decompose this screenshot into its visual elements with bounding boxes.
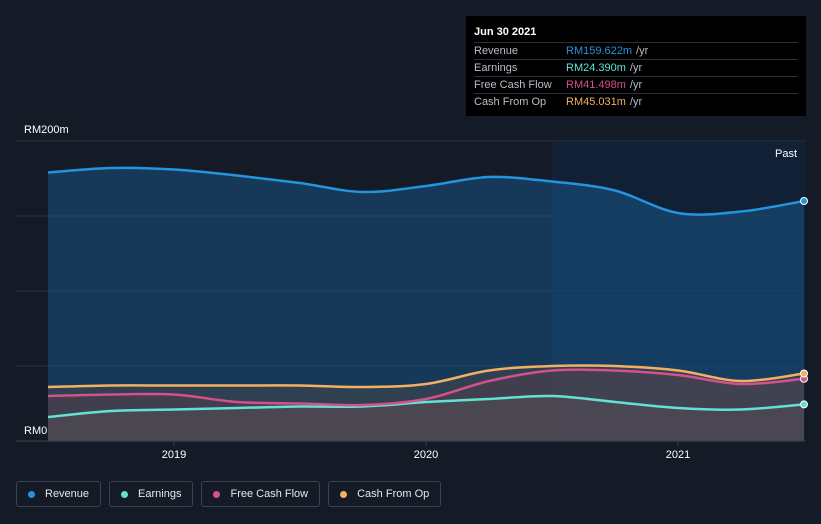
area-revenue <box>48 167 804 441</box>
line-revenue <box>47 166 805 216</box>
legend-item-revenue[interactable]: Revenue <box>16 481 102 507</box>
line-earnings <box>47 394 805 419</box>
tooltip-row-earnings: Earnings RM24.390m /yr <box>474 59 798 76</box>
tooltip-value: RM45.031m <box>566 96 626 108</box>
legend-item-earnings[interactable]: Earnings <box>109 481 194 507</box>
end-point-revenue <box>800 197 808 205</box>
y-tick-label: RM200m <box>24 124 69 136</box>
tooltip-label: Earnings <box>474 62 518 74</box>
legend-dot-icon <box>213 490 221 498</box>
tooltip-row-cash-from-op: Cash From Op RM45.031m /yr <box>474 93 798 110</box>
line-free-cash-flow <box>47 368 805 407</box>
tooltip-unit: /yr <box>636 45 649 57</box>
x-tick-label: 2020 <box>414 449 438 461</box>
series-lines <box>47 166 805 419</box>
tooltip-label: Revenue <box>474 45 519 57</box>
legend-dot-icon <box>121 490 129 498</box>
area-free-cash-flow <box>48 369 804 441</box>
tooltip-row-revenue: Revenue RM159.622m /yr <box>474 42 798 59</box>
tooltip: Jun 30 2021 Revenue RM159.622m /yr Earni… <box>466 16 806 116</box>
series-end-markers <box>800 197 808 409</box>
past-region <box>552 141 805 441</box>
tooltip-label: Free Cash Flow <box>474 79 552 91</box>
axes: 2019 2020 2021 RM0 RM200m <box>16 124 805 461</box>
legend-label: Free Cash Flow <box>230 488 309 500</box>
tooltip-value: RM41.498m <box>566 79 626 91</box>
tooltip-date: Jun 30 2021 <box>474 26 537 38</box>
legend-item-free-cash-flow[interactable]: Free Cash Flow <box>201 481 321 507</box>
legend-label: Earnings <box>138 488 182 500</box>
end-point-cash-from-op <box>800 369 808 378</box>
tooltip-unit: /yr <box>629 62 643 74</box>
legend-label: Revenue <box>45 488 90 500</box>
tooltip-unit: /yr <box>629 96 643 108</box>
tooltip-label: Cash From Op <box>474 96 547 108</box>
line-cash-from-op <box>47 364 805 389</box>
end-point-earnings <box>800 400 808 409</box>
past-label: Past <box>775 148 797 160</box>
tooltip-value: RM24.390m <box>566 62 626 74</box>
tooltip-value: RM159.622m <box>566 45 633 57</box>
legend-item-cash-from-op[interactable]: Cash From Op <box>328 481 442 507</box>
legend-label: Cash From Op <box>357 488 430 500</box>
tooltip-unit: /yr <box>629 79 643 91</box>
tooltip-row-free-cash-flow: Free Cash Flow RM41.498m /yr <box>474 76 798 93</box>
x-tick-label: 2019 <box>162 449 186 461</box>
legend-dot-icon <box>340 490 348 498</box>
y-tick-label: RM0 <box>24 425 47 437</box>
x-tick-label: 2021 <box>666 449 690 461</box>
legend-dot-icon <box>28 490 35 498</box>
legend: Revenue Earnings Free Cash Flow Cash Fro… <box>16 481 442 507</box>
area-earnings <box>48 395 804 441</box>
